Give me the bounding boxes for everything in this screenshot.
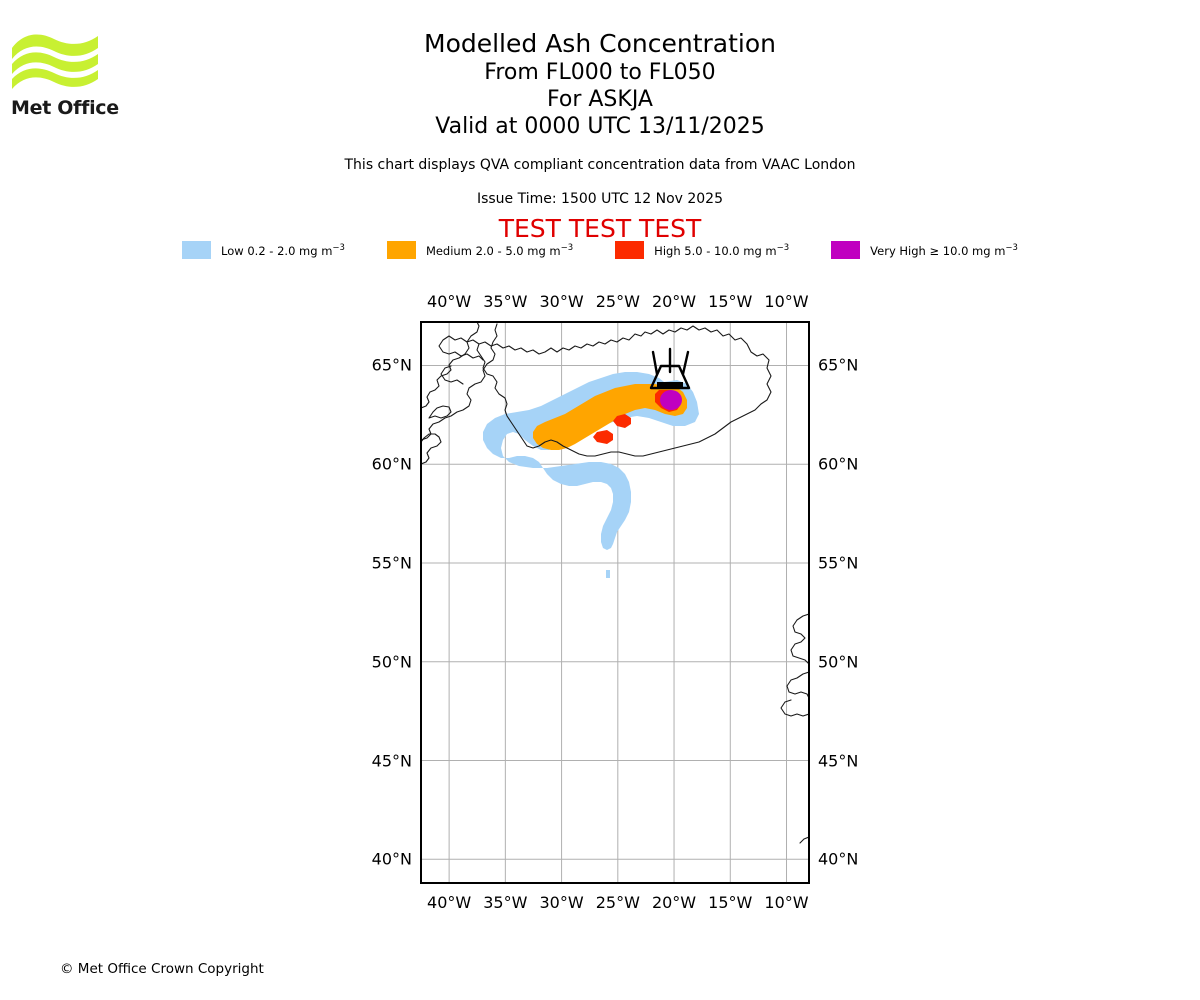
lon-tick-top-5: 15°W [708,292,753,311]
lon-tick-bottom-4: 20°W [651,893,697,912]
lat-tick-right-0: 40°N [818,849,859,869]
lon-tick-top-0: 40°W [427,292,472,311]
legend-label-low: Low 0.2 - 2.0 mg m−3 [221,242,345,258]
lat-tick-right-4: 60°N [818,454,859,474]
legend-swatch-low [182,241,212,259]
lat-tick-left-4: 60°N [371,454,412,474]
lon-tick-top-1: 35°W [483,292,528,311]
lon-tick-bottom-3: 25°W [595,893,640,912]
ash-concentration-map [420,321,810,884]
legend-label-medium: Medium 2.0 - 5.0 mg m−3 [425,242,574,258]
flight-level-subtitle: From FL000 to FL050 [484,60,716,85]
met-office-wave-logo-icon [12,34,98,89]
copyright-notice: © Met Office Crown Copyright [60,961,264,977]
lon-tick-bottom-2: 30°W [539,893,584,912]
qva-compliance-note: This chart displays QVA compliant concen… [344,157,856,173]
legend-swatch-very-high [831,241,861,259]
ash-layer-low [483,372,699,578]
map-canvas [421,322,809,883]
lon-tick-bottom-6: 10°W [764,893,809,912]
legend-item-low: Low 0.2 - 2.0 mg m−3 [182,241,345,259]
legend-item-very-high: Very High ≥ 10.0 mg m−3 [831,241,1018,259]
coastlines [421,322,498,465]
issue-time-text: Issue Time: 1500 UTC 12 Nov 2025 [476,191,724,207]
legend-swatch-medium [386,241,416,259]
lon-tick-top-6: 10°W [764,292,809,311]
legend-label-very-high: Very High ≥ 10.0 mg m−3 [870,242,1018,258]
lat-tick-right-2: 50°N [818,652,859,672]
ireland-coastline [780,613,809,844]
legend-swatch-high [615,241,645,259]
test-banner: TEST TEST TEST [498,214,702,243]
lon-tick-bottom-1: 35°W [483,893,528,912]
lon-tick-bottom-0: 40°W [427,893,472,912]
volcano-subtitle: For ASKJA [547,87,653,112]
ash-layer-medium [533,384,687,450]
iceland-coastline [438,325,772,457]
lat-tick-left-3: 55°N [371,553,412,573]
lon-tick-bottom-5: 15°W [708,893,753,912]
page-title: Modelled Ash Concentration [424,29,776,58]
lat-tick-left-1: 45°N [371,751,412,771]
map-frame [421,322,809,883]
lat-tick-right-1: 45°N [818,751,859,771]
met-office-logo: Met Office [10,26,140,119]
lon-tick-top-2: 30°W [539,292,584,311]
chart-title-block: Modelled Ash Concentration From FL000 to… [0,28,1200,140]
lat-tick-left-5: 65°N [371,355,412,375]
lat-tick-right-3: 55°N [818,553,859,573]
lat-tick-left-2: 50°N [371,652,412,672]
lat-tick-left-0: 40°N [371,849,412,869]
volcano-marker-askja [649,347,691,390]
legend-item-medium: Medium 2.0 - 5.0 mg m−3 [386,241,574,259]
legend-item-high: High 5.0 - 10.0 mg m−3 [615,241,789,259]
ash-layer-very-high [660,390,682,410]
legend-label-high: High 5.0 - 10.0 mg m−3 [654,242,790,258]
lat-tick-right-5: 65°N [818,355,859,375]
lon-tick-top-4: 20°W [651,292,697,311]
valid-time-subtitle: Valid at 0000 UTC 13/11/2025 [435,114,765,139]
lon-tick-top-3: 25°W [595,292,640,311]
met-office-wordmark: Met Office [11,97,119,119]
concentration-legend: Low 0.2 - 2.0 mg m−3 Medium 2.0 - 5.0 mg… [0,241,1200,259]
